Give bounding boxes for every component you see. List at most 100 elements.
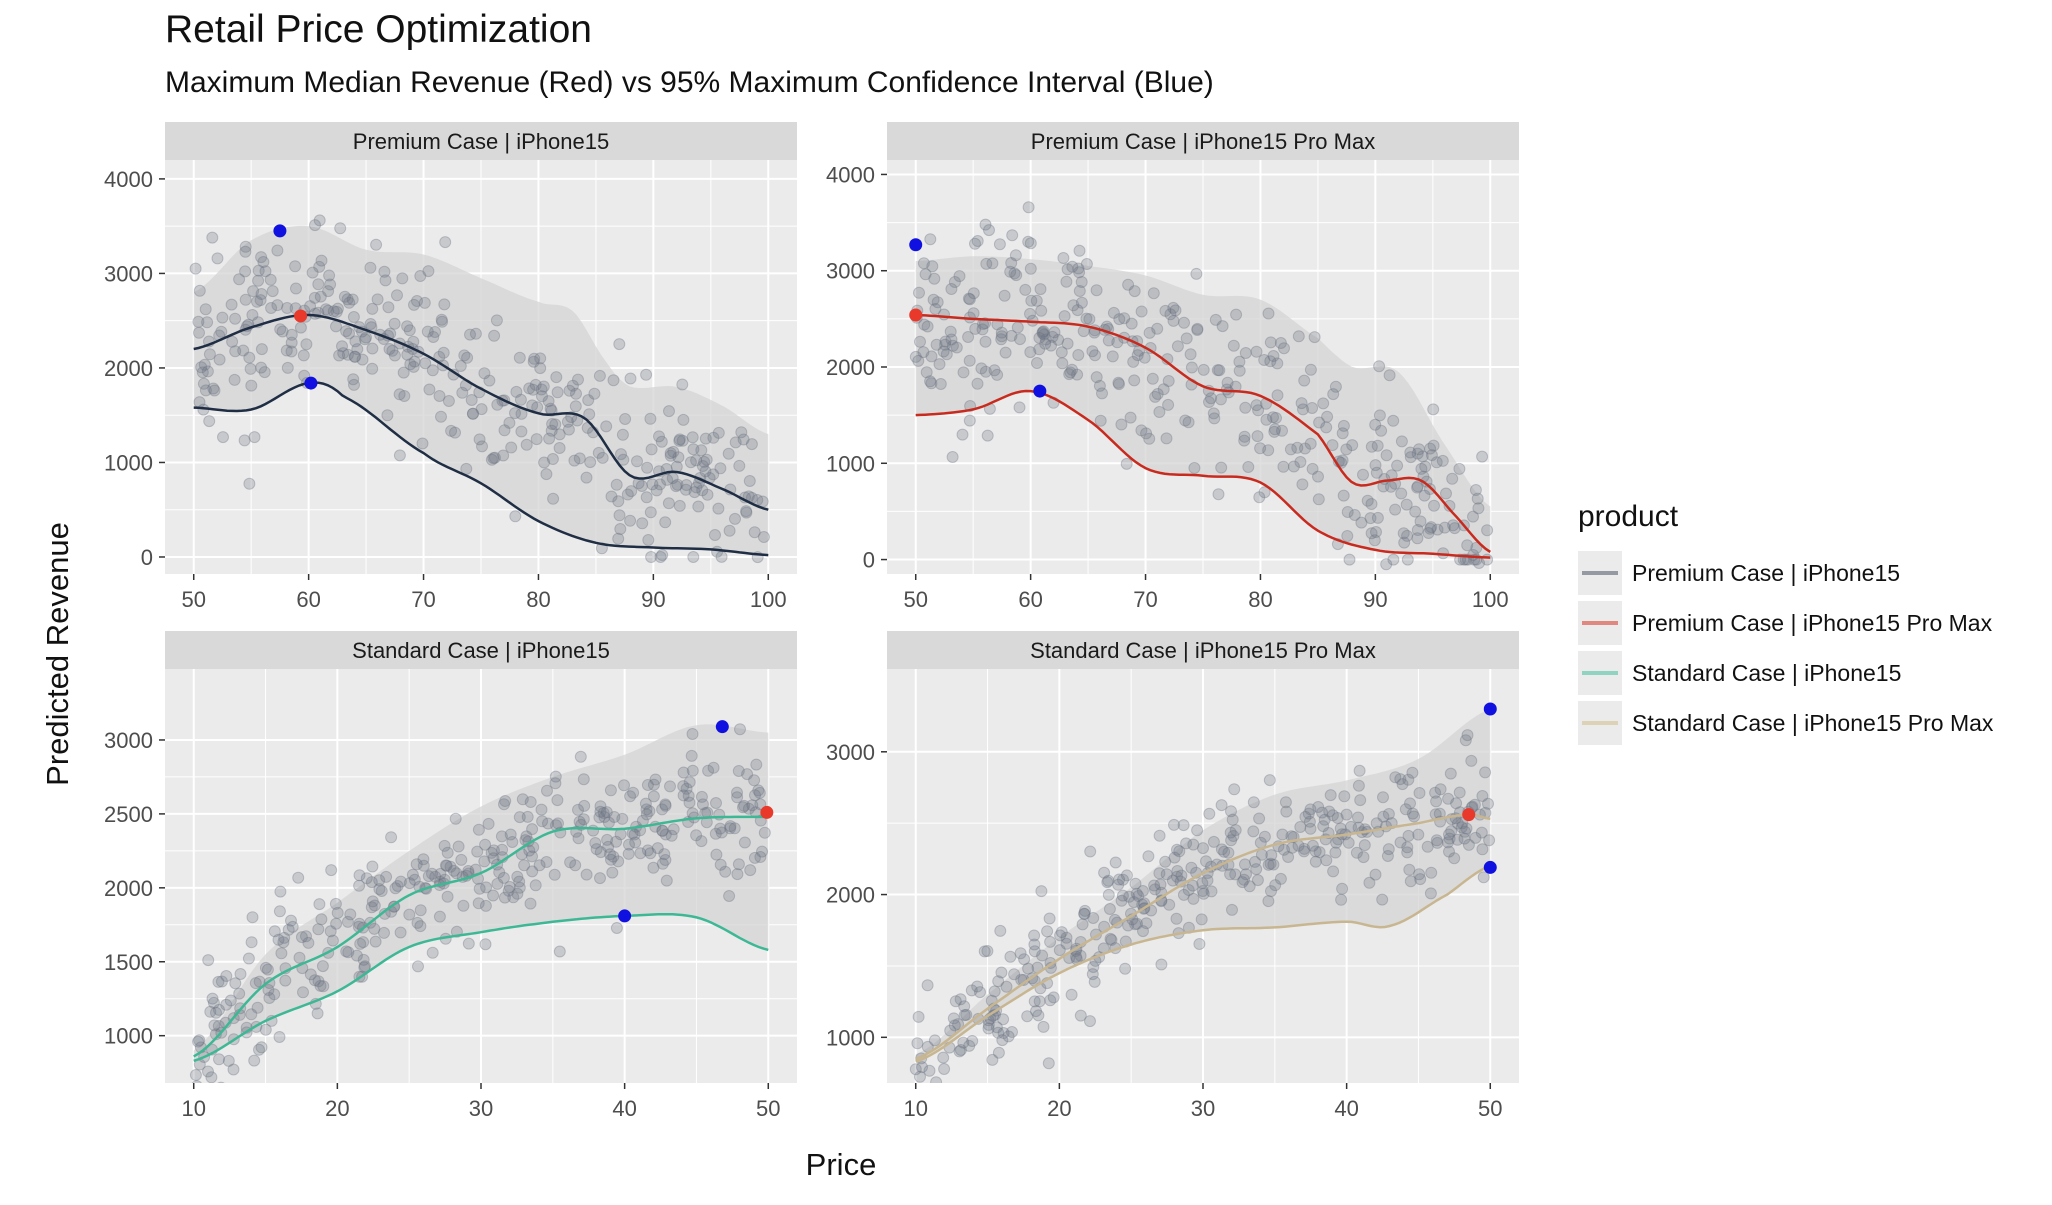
- scatter-point: [1342, 836, 1355, 849]
- scatter-point: [1228, 783, 1241, 796]
- scatter-point: [526, 823, 539, 836]
- legend-label: Premium Case | iPhone15: [1632, 559, 1901, 586]
- scatter-point: [523, 844, 536, 857]
- scatter-point: [1292, 330, 1305, 343]
- scatter-point: [596, 451, 609, 464]
- scatter-point: [513, 875, 526, 888]
- scatter-point: [203, 348, 216, 361]
- scatter-point: [354, 937, 367, 950]
- scatter-point: [1036, 949, 1049, 962]
- scatter-point: [1401, 553, 1414, 566]
- scatter-point: [1103, 903, 1116, 915]
- scatter-point: [498, 798, 510, 811]
- scatter-point: [325, 864, 338, 877]
- scatter-point: [1207, 407, 1220, 420]
- scatter-point: [1074, 1009, 1087, 1022]
- scatter-point: [314, 979, 327, 992]
- scatter-point: [749, 789, 761, 802]
- scatter-point: [228, 373, 241, 386]
- scatter-point: [944, 325, 957, 338]
- scatter-point: [548, 868, 561, 881]
- scatter-point: [971, 980, 984, 993]
- scatter-point: [1264, 355, 1277, 368]
- scatter-point: [1401, 841, 1414, 854]
- lower-interval-line: [915, 864, 1491, 1063]
- scatter-point: [1102, 888, 1115, 901]
- scatter-point: [229, 977, 242, 990]
- scatter-point: [386, 344, 399, 357]
- scatter-point: [1274, 872, 1287, 885]
- scatter-point: [488, 451, 501, 464]
- scatter-point: [990, 1021, 1003, 1034]
- scatter-point: [724, 822, 737, 835]
- facet-panel: Premium Case | iPhone15 Pro Max 50 60 70 80 9…: [826, 122, 1519, 612]
- median-line: [915, 313, 1491, 553]
- scatter-point: [1253, 812, 1266, 825]
- scatter-point: [497, 871, 510, 884]
- scatter-point: [1413, 443, 1425, 456]
- scatter-point: [268, 988, 281, 1001]
- scatter-point: [1240, 868, 1252, 881]
- scatter-point: [360, 872, 373, 885]
- scatter-point: [597, 807, 610, 819]
- scatter-point: [449, 426, 461, 439]
- scatter-point: [929, 303, 942, 315]
- scatter-point: [1455, 821, 1468, 834]
- scatter-point: [1413, 868, 1426, 881]
- scatter-point: [356, 353, 369, 366]
- scatter-point: [393, 388, 406, 401]
- y-tick-label: 3000: [104, 728, 153, 753]
- scatter-point: [1107, 306, 1120, 319]
- scatter-point: [1327, 865, 1340, 878]
- scatter-point: [1411, 447, 1424, 460]
- scatter-point: [1173, 845, 1186, 858]
- scatter-point: [380, 870, 393, 883]
- scatter-point: [1060, 937, 1073, 950]
- scatter-point: [934, 378, 947, 390]
- scatter-point: [912, 354, 925, 367]
- scatter-point: [1113, 378, 1125, 391]
- scatter-point: [1120, 869, 1133, 882]
- scatter-point: [1411, 480, 1424, 493]
- scatter-point: [1226, 813, 1239, 826]
- scatter-point: [939, 338, 952, 351]
- scatter-point: [1233, 355, 1246, 368]
- scatter-point: [1213, 364, 1226, 377]
- scatter-point: [729, 436, 742, 449]
- scatter-point: [1136, 885, 1149, 897]
- scatter-point: [1045, 339, 1057, 352]
- max-ci-point: [1483, 702, 1497, 716]
- scatter-point: [1044, 994, 1057, 1007]
- scatter-point: [479, 838, 492, 851]
- scatter-point: [653, 430, 665, 443]
- scatter-point: [350, 949, 363, 962]
- scatter-point: [1151, 322, 1164, 335]
- scatter-point: [1193, 938, 1206, 950]
- scatter-point: [1321, 410, 1334, 423]
- scatter-point: [242, 952, 255, 965]
- scatter-point: [573, 452, 586, 465]
- scatter-point: [998, 289, 1011, 302]
- scatter-point: [536, 390, 548, 403]
- scatter-point: [1299, 442, 1311, 455]
- scatter-point: [193, 326, 205, 339]
- scatter-point: [211, 252, 224, 265]
- scatter-point: [1090, 284, 1103, 297]
- scatter-point: [205, 1071, 218, 1083]
- scatter-point: [237, 344, 250, 357]
- scatter-point: [756, 495, 769, 508]
- scatter-point: [640, 368, 653, 381]
- scatter-point: [676, 378, 689, 391]
- scatter-point: [992, 975, 1005, 988]
- scatter-point: [627, 786, 640, 799]
- scatter-point: [206, 992, 219, 1005]
- scatter-point: [1119, 962, 1132, 975]
- facet-strip-label: Standard Case | iPhone15: [352, 638, 610, 663]
- scatter-point: [336, 340, 348, 353]
- scatter-point: [664, 449, 677, 462]
- scatter-point: [1018, 953, 1031, 966]
- scatter-point: [1109, 856, 1122, 869]
- scatter-point: [1096, 387, 1108, 400]
- scatter-point: [239, 293, 252, 306]
- scatter-point: [1404, 446, 1417, 459]
